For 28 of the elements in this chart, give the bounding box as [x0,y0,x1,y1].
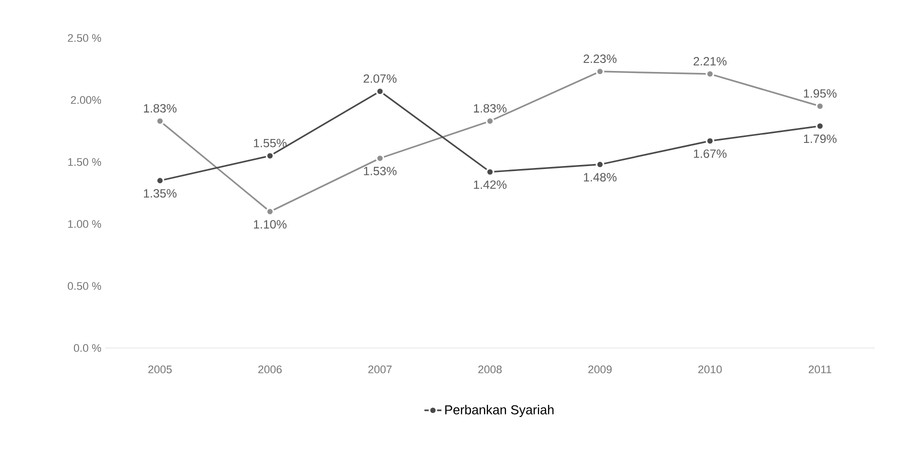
data-label: 2.07% [364,74,397,83]
data-label: 1.35% [144,189,177,198]
data-label: 1.83% [144,104,177,113]
x-tick-label: 2009 [588,366,612,374]
y-tick-label: 0.50 % [68,282,102,290]
y-tick-label: 2.00% [70,96,102,104]
legend-label: Perbankan Syariah [445,404,554,417]
x-tick-label: 2010 [698,366,722,374]
data-label: 1.55% [254,138,287,148]
y-tick-label: 0.0 % [74,344,102,352]
y-tick-label: 1.00 % [68,220,102,228]
x-tick-label: 2005 [148,366,172,374]
data-label: 1.10% [254,220,287,229]
x-tick-label: 2006 [258,366,282,374]
data-label: 1.79% [804,134,837,144]
data-label: 1.67% [694,149,727,158]
y-tick-label: 1.50 % [68,158,102,166]
y-tick-label: 2.50 % [68,34,102,42]
x-tick-label: 2011 [808,366,832,374]
data-label: 2.21% [694,57,727,66]
x-tick-label: 2007 [368,366,392,374]
data-label: 1.48% [584,173,617,182]
data-label: 1.95% [804,89,837,98]
x-tick-label: 2008 [478,366,502,374]
data-label: 1.53% [364,166,397,176]
data-label: 1.42% [474,180,507,189]
data-label: 1.83% [474,104,507,113]
data-label: 2.23% [584,54,617,63]
